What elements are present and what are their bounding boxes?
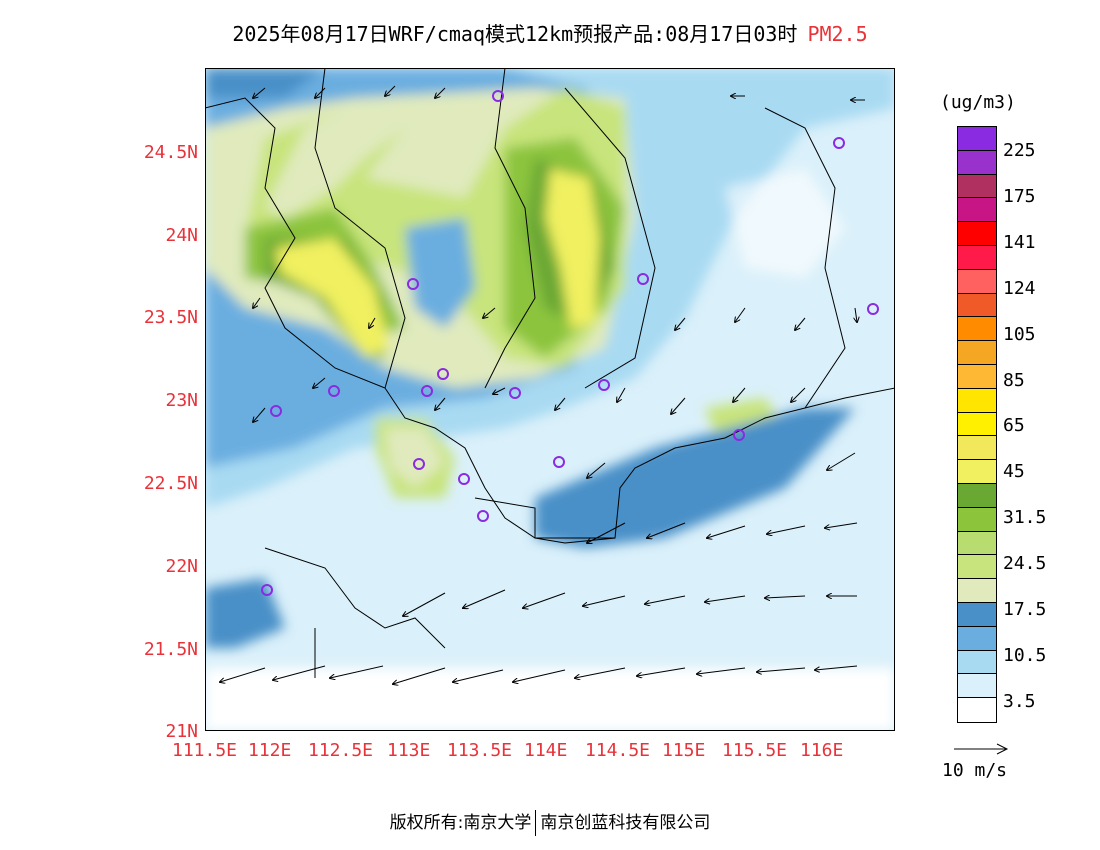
legend-label: 175 — [1003, 185, 1036, 207]
legend-color-cell — [958, 674, 996, 699]
lat-label: 21N — [165, 721, 198, 742]
legend-label: 65 — [1003, 415, 1025, 437]
lat-label: 23N — [165, 390, 198, 411]
legend-label: 141 — [1003, 231, 1036, 253]
title-text: 2025年08月17日WRF/cmaq模式12km预报产品:08月17日03时 — [232, 22, 798, 46]
copyright-footer: 版权所有:南京大学 南京创蓝科技有限公司 — [0, 808, 1100, 836]
legend-color-cell — [958, 293, 996, 318]
legend-color-cell — [958, 317, 996, 342]
legend-color-cell — [958, 626, 996, 651]
legend-label: 10.5 — [1003, 644, 1047, 666]
lon-label: 114E — [524, 740, 568, 761]
legend-color-cell — [958, 460, 996, 484]
legend-color-cell — [958, 388, 996, 413]
legend-label: 31.5 — [1003, 507, 1047, 529]
map-title: 2025年08月17日WRF/cmaq模式12km预报产品:08月17日03时 P… — [0, 18, 1100, 47]
legend-color-cell — [958, 222, 996, 246]
footer-divider — [535, 810, 537, 836]
legend-color-cell — [958, 150, 996, 175]
legend-label: 45 — [1003, 461, 1025, 483]
lon-label: 115E — [662, 740, 706, 761]
lon-label: 114.5E — [585, 740, 651, 761]
lon-label: 112E — [248, 740, 292, 761]
lat-label: 21.5N — [143, 639, 198, 660]
legend-color-cell — [958, 698, 996, 722]
legend-color-cell — [958, 127, 996, 151]
legend-color-cell — [958, 198, 996, 223]
lat-label: 23.5N — [143, 307, 198, 328]
legend-color-cell — [958, 174, 996, 199]
legend-color-cell — [958, 364, 996, 389]
legend-color-cell — [958, 579, 996, 603]
legend-color-cell — [958, 245, 996, 270]
legend-color-cell — [958, 436, 996, 461]
lon-label: 111.5E — [172, 740, 238, 761]
legend-color-cell — [958, 531, 996, 556]
copyright-right: 南京创蓝科技有限公司 — [540, 813, 711, 833]
legend-label: 24.5 — [1003, 553, 1047, 575]
lon-label: 112.5E — [308, 740, 374, 761]
legend-color-cell — [958, 412, 996, 437]
pollutant-label: PM2.5 — [807, 22, 868, 46]
legend-color-cell — [958, 483, 996, 508]
station-markers — [261, 90, 879, 596]
lon-label: 113.5E — [447, 740, 513, 761]
lat-label: 24N — [165, 225, 198, 246]
legend-label: 225 — [1003, 140, 1036, 161]
legend-color-cell — [958, 555, 996, 580]
legend-label: 3.5 — [1003, 690, 1036, 712]
copyright-left: 版权所有:南京大学 — [389, 813, 532, 833]
legend-label: 124 — [1003, 277, 1036, 299]
concentration-field — [205, 68, 895, 731]
pm25-map — [205, 68, 895, 731]
color-legend — [957, 126, 997, 723]
lon-label: 115.5E — [722, 740, 788, 761]
legend-label: 17.5 — [1003, 599, 1047, 620]
lat-label: 22N — [165, 556, 198, 577]
legend-label: 85 — [1003, 369, 1025, 391]
reference-vector-label: 10 m/s — [942, 760, 1008, 781]
lon-label: 116E — [800, 740, 844, 761]
reference-vector-arrow — [954, 743, 1009, 755]
lat-label: 22.5N — [143, 473, 198, 494]
lat-label: 24.5N — [143, 142, 198, 163]
coastline-and-borders — [205, 68, 895, 678]
legend-color-cell — [958, 602, 996, 627]
legend-color-cell — [958, 650, 996, 675]
wind-vectors — [220, 85, 865, 684]
legend-unit: (ug/m3) — [940, 92, 1016, 113]
legend-color-cell — [958, 341, 996, 365]
legend-color-cell — [958, 507, 996, 532]
lon-label: 113E — [387, 740, 431, 761]
legend-label: 105 — [1003, 323, 1036, 345]
legend-color-cell — [958, 269, 996, 294]
